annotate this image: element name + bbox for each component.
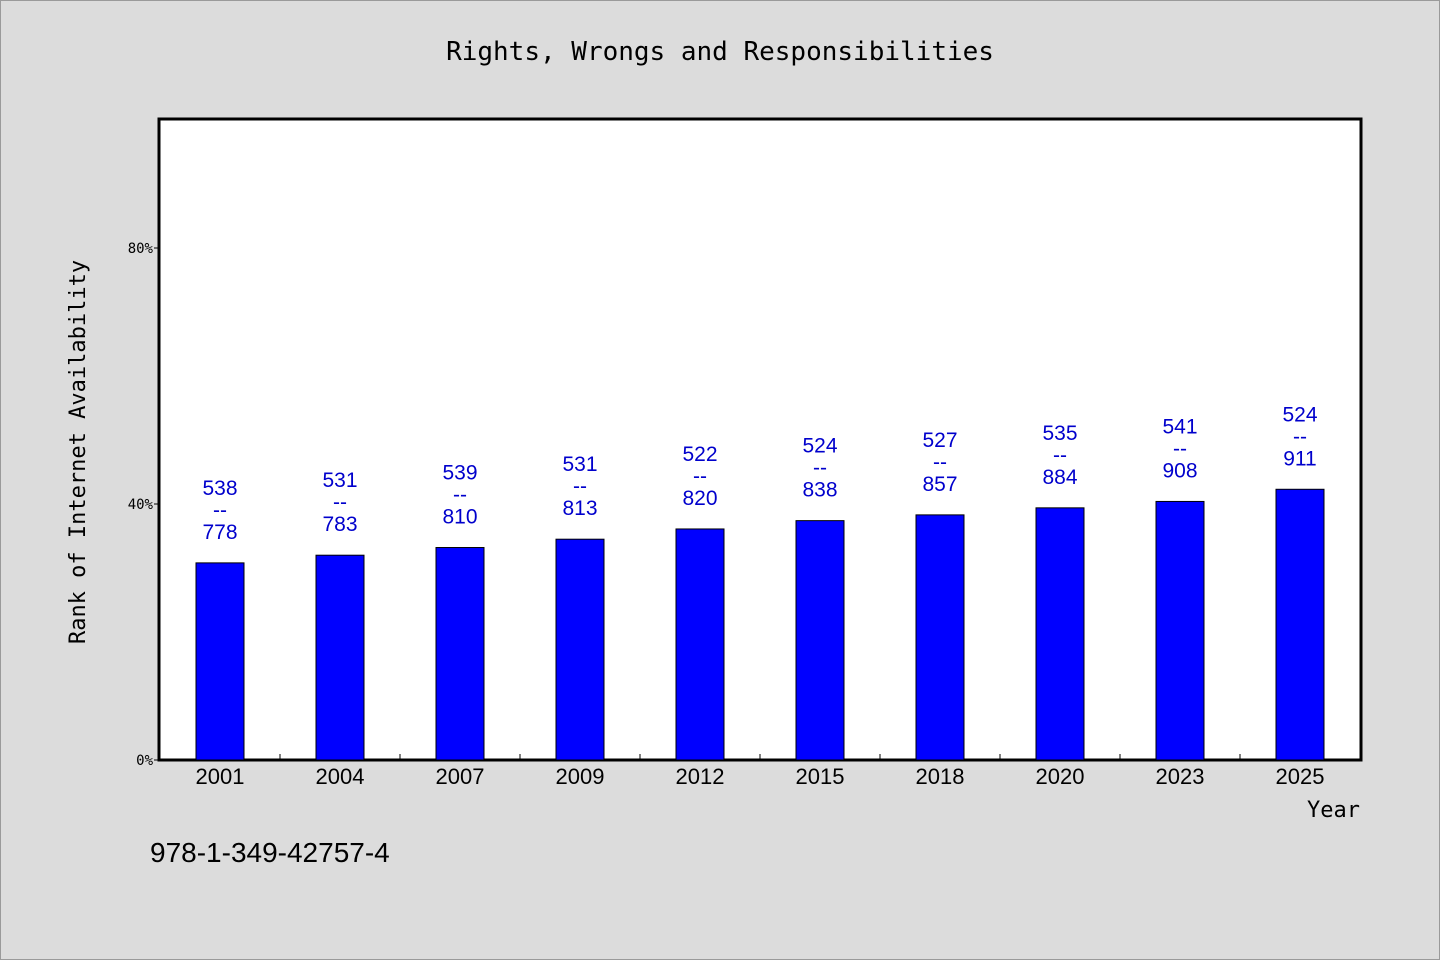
bar-label-top-2012: 522 <box>682 443 717 466</box>
bar-2020 <box>1035 507 1085 761</box>
bars-group <box>195 488 1325 761</box>
bar-2009 <box>555 538 605 761</box>
bar-label-sep-2018: -- <box>933 451 947 474</box>
bar-label-top-2023: 541 <box>1162 415 1197 438</box>
y-axis-ticks: 0% 40% 80% <box>128 241 160 769</box>
bar-label-bottom-2023: 908 <box>1162 459 1197 482</box>
bar-label-top-2004: 531 <box>322 469 357 492</box>
bar-label-sep-2001: -- <box>213 499 227 522</box>
bar-label-bottom-2015: 838 <box>802 479 837 502</box>
bar-2023 <box>1155 500 1205 761</box>
x-tick-label-2012: 2012 <box>676 764 725 789</box>
bar-label-sep-2023: -- <box>1173 437 1187 460</box>
bar-label-sep-2020: -- <box>1053 444 1067 467</box>
bar-label-top-2001: 538 <box>202 477 237 500</box>
bar-label-bottom-2009: 813 <box>562 497 597 520</box>
bar-2018 <box>915 514 965 761</box>
bar-label-top-2015: 524 <box>802 435 837 458</box>
isbn-footer: 978-1-349-42757-4 <box>150 837 390 868</box>
x-axis-ticks: 2001 2004 2007 2009 2012 2015 2018 2020 2023 2025 <box>196 754 1325 789</box>
x-tick-label-2007: 2007 <box>436 764 485 789</box>
x-tick-label-2018: 2018 <box>916 764 965 789</box>
x-tick-label-2023: 2023 <box>1156 764 1205 789</box>
bar-label-sep-2009: -- <box>573 475 587 498</box>
y-tick-label-80: 80% <box>128 241 154 257</box>
bar-label-bottom-2001: 778 <box>202 521 237 544</box>
y-axis-label: Rank of Internet Availability <box>66 260 91 644</box>
bar-2012 <box>675 528 725 761</box>
x-axis-label: Year <box>1307 798 1360 823</box>
x-tick-label-2001: 2001 <box>196 764 245 789</box>
bar-label-bottom-2025: 911 <box>1283 447 1316 470</box>
bar-label-sep-2004: -- <box>333 491 347 514</box>
bar-labels-group: 538--778531--783539--810531--813522--820… <box>202 403 1317 544</box>
bar-label-sep-2025: -- <box>1293 425 1307 448</box>
bar-label-top-2025: 524 <box>1282 403 1317 426</box>
y-tick-label-40: 40% <box>128 497 154 513</box>
bar-label-top-2018: 527 <box>922 429 957 452</box>
chart-title: Rights, Wrongs and Responsibilities <box>446 37 994 67</box>
x-tick-label-2009: 2009 <box>556 764 605 789</box>
x-tick-label-2025: 2025 <box>1276 764 1325 789</box>
bar-2025 <box>1275 488 1325 761</box>
x-tick-label-2015: 2015 <box>796 764 845 789</box>
bar-label-sep-2012: -- <box>693 465 707 488</box>
bar-label-top-2020: 535 <box>1042 422 1077 445</box>
x-tick-label-2020: 2020 <box>1036 764 1085 789</box>
bar-2007 <box>435 547 485 761</box>
bar-label-sep-2015: -- <box>813 457 827 480</box>
bar-2015 <box>795 520 845 761</box>
bar-label-bottom-2018: 857 <box>922 473 957 496</box>
x-tick-label-2004: 2004 <box>316 764 365 789</box>
bar-2001 <box>195 562 245 761</box>
bar-label-sep-2007: -- <box>453 484 467 507</box>
bar-label-top-2009: 531 <box>562 453 597 476</box>
bar-label-top-2007: 539 <box>442 462 477 485</box>
bar-label-bottom-2020: 884 <box>1042 466 1077 489</box>
bar-2004 <box>315 554 365 761</box>
bar-label-bottom-2007: 810 <box>442 506 477 529</box>
y-tick-label-0: 0% <box>136 753 153 769</box>
bar-label-bottom-2004: 783 <box>322 513 357 536</box>
bar-label-bottom-2012: 820 <box>682 487 717 510</box>
